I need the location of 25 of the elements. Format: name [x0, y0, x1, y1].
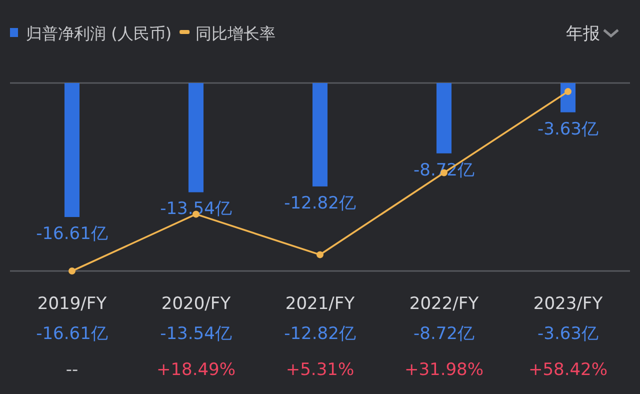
- x-tick-label: 2020/FY: [161, 294, 232, 314]
- text: -13.54亿: [160, 199, 232, 220]
- data-label: +18.49%: [156, 360, 236, 380]
- point: [564, 88, 572, 96]
- data-label: +5.31%: [286, 360, 354, 380]
- x-tick-label: 2021/FY: [285, 294, 356, 314]
- point: [316, 251, 324, 258]
- point: [68, 268, 76, 274]
- data-label: +58.42%: [528, 360, 608, 380]
- data-label: --: [66, 360, 78, 380]
- text: -12.82亿: [284, 193, 356, 214]
- data-label: -8.72亿: [414, 324, 474, 344]
- data-label: -16.61亿: [36, 324, 108, 344]
- data-label: +31.98%: [404, 360, 484, 380]
- text: -16.61亿: [36, 224, 108, 244]
- x-tick-label: 2022/FY: [409, 294, 480, 314]
- legend-label: 同比增长率: [196, 24, 276, 43]
- text: 年报: [566, 24, 600, 44]
- data-label: -12.82亿: [284, 324, 356, 344]
- text: -3.63亿: [538, 119, 598, 140]
- data-label: -3.63亿: [538, 324, 598, 344]
- data-label: -13.54亿: [160, 324, 232, 344]
- legend-label: 归普净利润 (人民币): [26, 24, 172, 43]
- x-tick-label: 2023/FY: [533, 294, 604, 314]
- x-tick-label: 2019/FY: [37, 294, 108, 314]
